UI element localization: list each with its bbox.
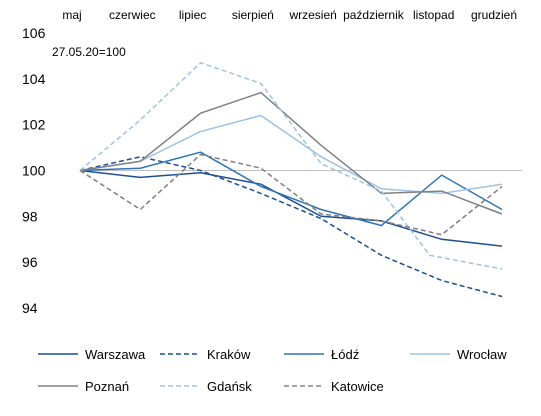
series-line-katowice bbox=[79, 153, 503, 236]
series-line-poznań bbox=[79, 91, 503, 215]
y-tick-label: 106 bbox=[22, 25, 46, 41]
legend-label: Warszawa bbox=[85, 347, 146, 362]
legend-label: Katowice bbox=[331, 379, 384, 394]
legend-label: Gdańsk bbox=[207, 379, 252, 394]
y-tick-label: 100 bbox=[22, 163, 46, 179]
x-tick-label: maj bbox=[62, 8, 81, 22]
series-line-łódź bbox=[79, 151, 503, 227]
y-axis: 94 96 98 100 102 104 106 bbox=[22, 25, 46, 316]
series-line-wrocław bbox=[79, 114, 503, 195]
y-tick-label: 94 bbox=[22, 300, 38, 316]
x-tick-label: listopad bbox=[413, 8, 454, 22]
x-tick-label: wrzesień bbox=[288, 8, 336, 22]
legend-label: Kraków bbox=[207, 347, 251, 362]
series-line-gdańsk bbox=[79, 61, 503, 270]
series-lines bbox=[79, 61, 503, 298]
series-line-kraków bbox=[79, 156, 503, 298]
series-line-warszawa bbox=[79, 169, 503, 247]
y-tick-label: 98 bbox=[22, 208, 38, 224]
legend-label: Łódź bbox=[331, 347, 359, 362]
x-tick-label: lipiec bbox=[179, 8, 206, 22]
x-tick-label: sierpień bbox=[232, 8, 274, 22]
x-axis-tick-labels: maj czerwiec lipiec sierpień wrzesień paździe… bbox=[62, 8, 517, 22]
y-tick-label: 104 bbox=[22, 71, 46, 87]
y-tick-label: 96 bbox=[22, 254, 38, 270]
legend-label: Wrocław bbox=[457, 347, 507, 362]
chart-annotation: 27.05.20=100 bbox=[52, 45, 126, 59]
x-tick-label: październik bbox=[343, 8, 405, 22]
legend: Warszawa Kraków Łódź Wrocław Poznań Gdańsk Kat… bbox=[38, 347, 507, 394]
x-tick-label: czerwiec bbox=[109, 8, 156, 22]
y-tick-label: 102 bbox=[22, 117, 46, 133]
legend-label: Poznań bbox=[85, 379, 129, 394]
x-tick-label: grudzień bbox=[471, 8, 517, 22]
